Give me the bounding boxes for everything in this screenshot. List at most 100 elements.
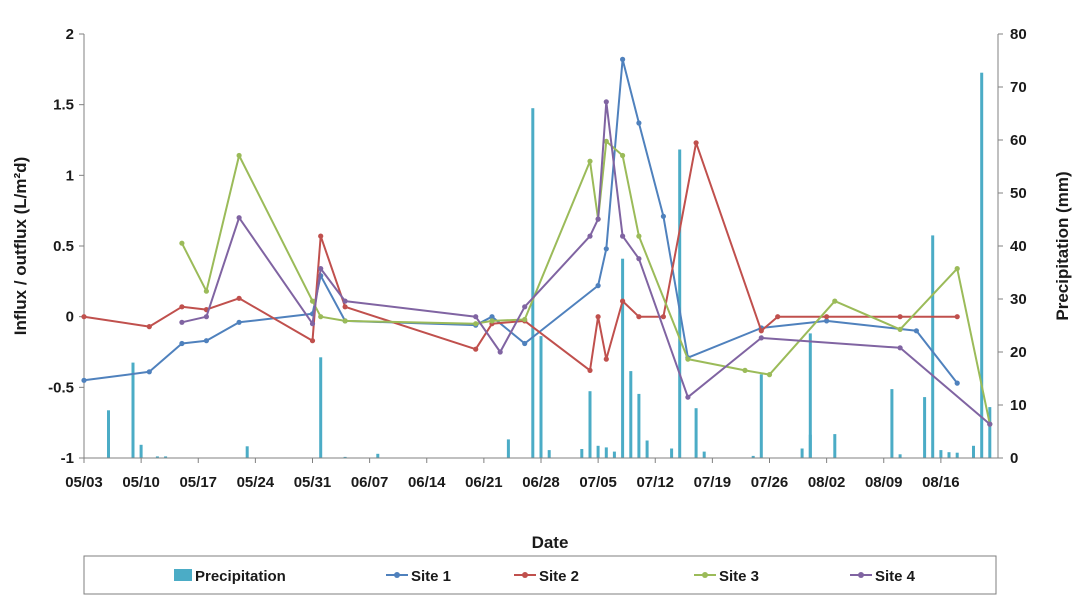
x-tick-label: 06/28 xyxy=(522,474,560,491)
site-1-point xyxy=(81,377,87,383)
site-3-point xyxy=(742,367,748,373)
site-1-point xyxy=(179,340,185,347)
site-4-point xyxy=(309,321,316,327)
precipitation-bar xyxy=(637,393,641,458)
chart-axes xyxy=(79,33,1003,463)
site-4-point xyxy=(620,233,626,239)
legend-label-site-4: Site 4 xyxy=(875,568,916,585)
legend: Precipitation Site 1 Site 2 Site 3 Site 4 xyxy=(83,555,997,595)
site-3-point xyxy=(954,266,960,272)
site-3-point xyxy=(832,298,838,304)
site-4-point xyxy=(497,349,503,355)
site-2-point xyxy=(236,295,242,301)
site-3-line xyxy=(181,140,991,425)
precipitation-bar xyxy=(539,336,543,458)
site-2-point xyxy=(620,298,626,304)
x-tick-label: 06/14 xyxy=(408,474,446,491)
y2-tick-label: 60 xyxy=(1010,132,1027,149)
site-1-point xyxy=(236,319,242,325)
precipitation-bar xyxy=(531,108,535,458)
precipitation-bar xyxy=(245,446,249,458)
y2-tick-label: 20 xyxy=(1010,344,1027,361)
precipitation-bar xyxy=(629,371,633,458)
site-2-point xyxy=(146,324,152,330)
site-2-point xyxy=(954,314,960,320)
site-1-point xyxy=(636,120,642,126)
site-4-point xyxy=(473,314,479,320)
precipitation-bar xyxy=(319,357,323,458)
precipitation-bar xyxy=(604,447,608,458)
site-3-point xyxy=(489,318,495,324)
site-4-point xyxy=(987,421,993,427)
site-2-point xyxy=(81,314,87,320)
legend-marker-site-1 xyxy=(394,572,400,578)
precipitation-bar xyxy=(131,362,135,458)
site-2-point xyxy=(342,304,348,310)
precipitation-bar xyxy=(678,149,682,458)
precipitation-bars xyxy=(107,72,992,459)
precipitation-bar xyxy=(645,440,649,458)
site-4-point xyxy=(342,298,348,304)
site-3-point xyxy=(603,138,609,144)
precipitation-bar xyxy=(931,235,935,458)
x-tick-label: 07/26 xyxy=(751,474,789,491)
site-4-point xyxy=(603,99,609,105)
x-tick-label: 07/05 xyxy=(579,474,617,491)
x-tick-label: 08/16 xyxy=(922,474,960,491)
site-3-point xyxy=(587,158,593,164)
site-4-point xyxy=(636,256,642,262)
legend-label-site-3: Site 3 xyxy=(719,568,759,585)
site-2-point xyxy=(824,314,830,320)
y-axis-title: Influx / outflux (L/m²d) xyxy=(11,157,30,335)
precipitation-bar xyxy=(580,449,584,458)
precipitation-bar xyxy=(621,258,625,458)
site-2-point xyxy=(318,233,324,239)
y-tick-label: -0.5 xyxy=(48,379,74,396)
legend-box xyxy=(83,555,997,595)
site-4-point xyxy=(522,304,528,310)
site-1-point xyxy=(954,380,960,386)
precipitation-bar xyxy=(751,455,755,458)
site-3-point xyxy=(897,326,903,332)
site-lines xyxy=(81,56,993,427)
precipitation-bar xyxy=(588,391,592,458)
x-tick-label: 05/03 xyxy=(65,474,103,491)
precipitation-bar xyxy=(343,456,347,458)
site-1-point xyxy=(489,314,495,320)
site-3-point xyxy=(342,318,348,324)
site-3-point xyxy=(685,356,691,362)
y-tick-label: 1 xyxy=(66,167,74,184)
precipitation-bar xyxy=(694,408,698,458)
site-2-point xyxy=(897,314,903,320)
y-tick-label: 0.5 xyxy=(53,238,74,255)
x-tick-label: 06/07 xyxy=(351,474,389,491)
precipitation-bar xyxy=(376,453,380,458)
y2-tick-label: 30 xyxy=(1010,291,1027,308)
site-1-point xyxy=(620,56,626,63)
site-3-point xyxy=(766,372,773,378)
precipitation-bar xyxy=(939,450,943,458)
site-2-point xyxy=(587,367,593,373)
precipitation-bar xyxy=(980,72,984,458)
legend-item-site-2: Site 2 xyxy=(514,568,579,585)
legend-swatch-precipitation xyxy=(174,569,192,581)
precipitation-bar xyxy=(670,448,674,458)
site-2-point xyxy=(473,346,479,352)
site-3-point xyxy=(203,288,209,294)
legend-label-site-1: Site 1 xyxy=(411,568,451,585)
precipitation-bar xyxy=(808,333,812,458)
legend-item-site-3: Site 3 xyxy=(694,568,759,585)
site-3-point xyxy=(473,321,479,327)
site-4-point xyxy=(897,345,903,351)
site-4-point xyxy=(236,215,242,221)
precipitation-bar xyxy=(139,444,143,459)
site-2-point xyxy=(179,304,185,310)
site-3-point xyxy=(179,240,185,246)
site-4-point xyxy=(203,314,209,320)
site-4-point xyxy=(318,266,324,272)
site-4-point xyxy=(685,394,691,400)
y2-tick-label: 40 xyxy=(1010,238,1027,255)
site-2-point xyxy=(595,314,601,320)
y2-tick-label: 80 xyxy=(1010,26,1027,43)
